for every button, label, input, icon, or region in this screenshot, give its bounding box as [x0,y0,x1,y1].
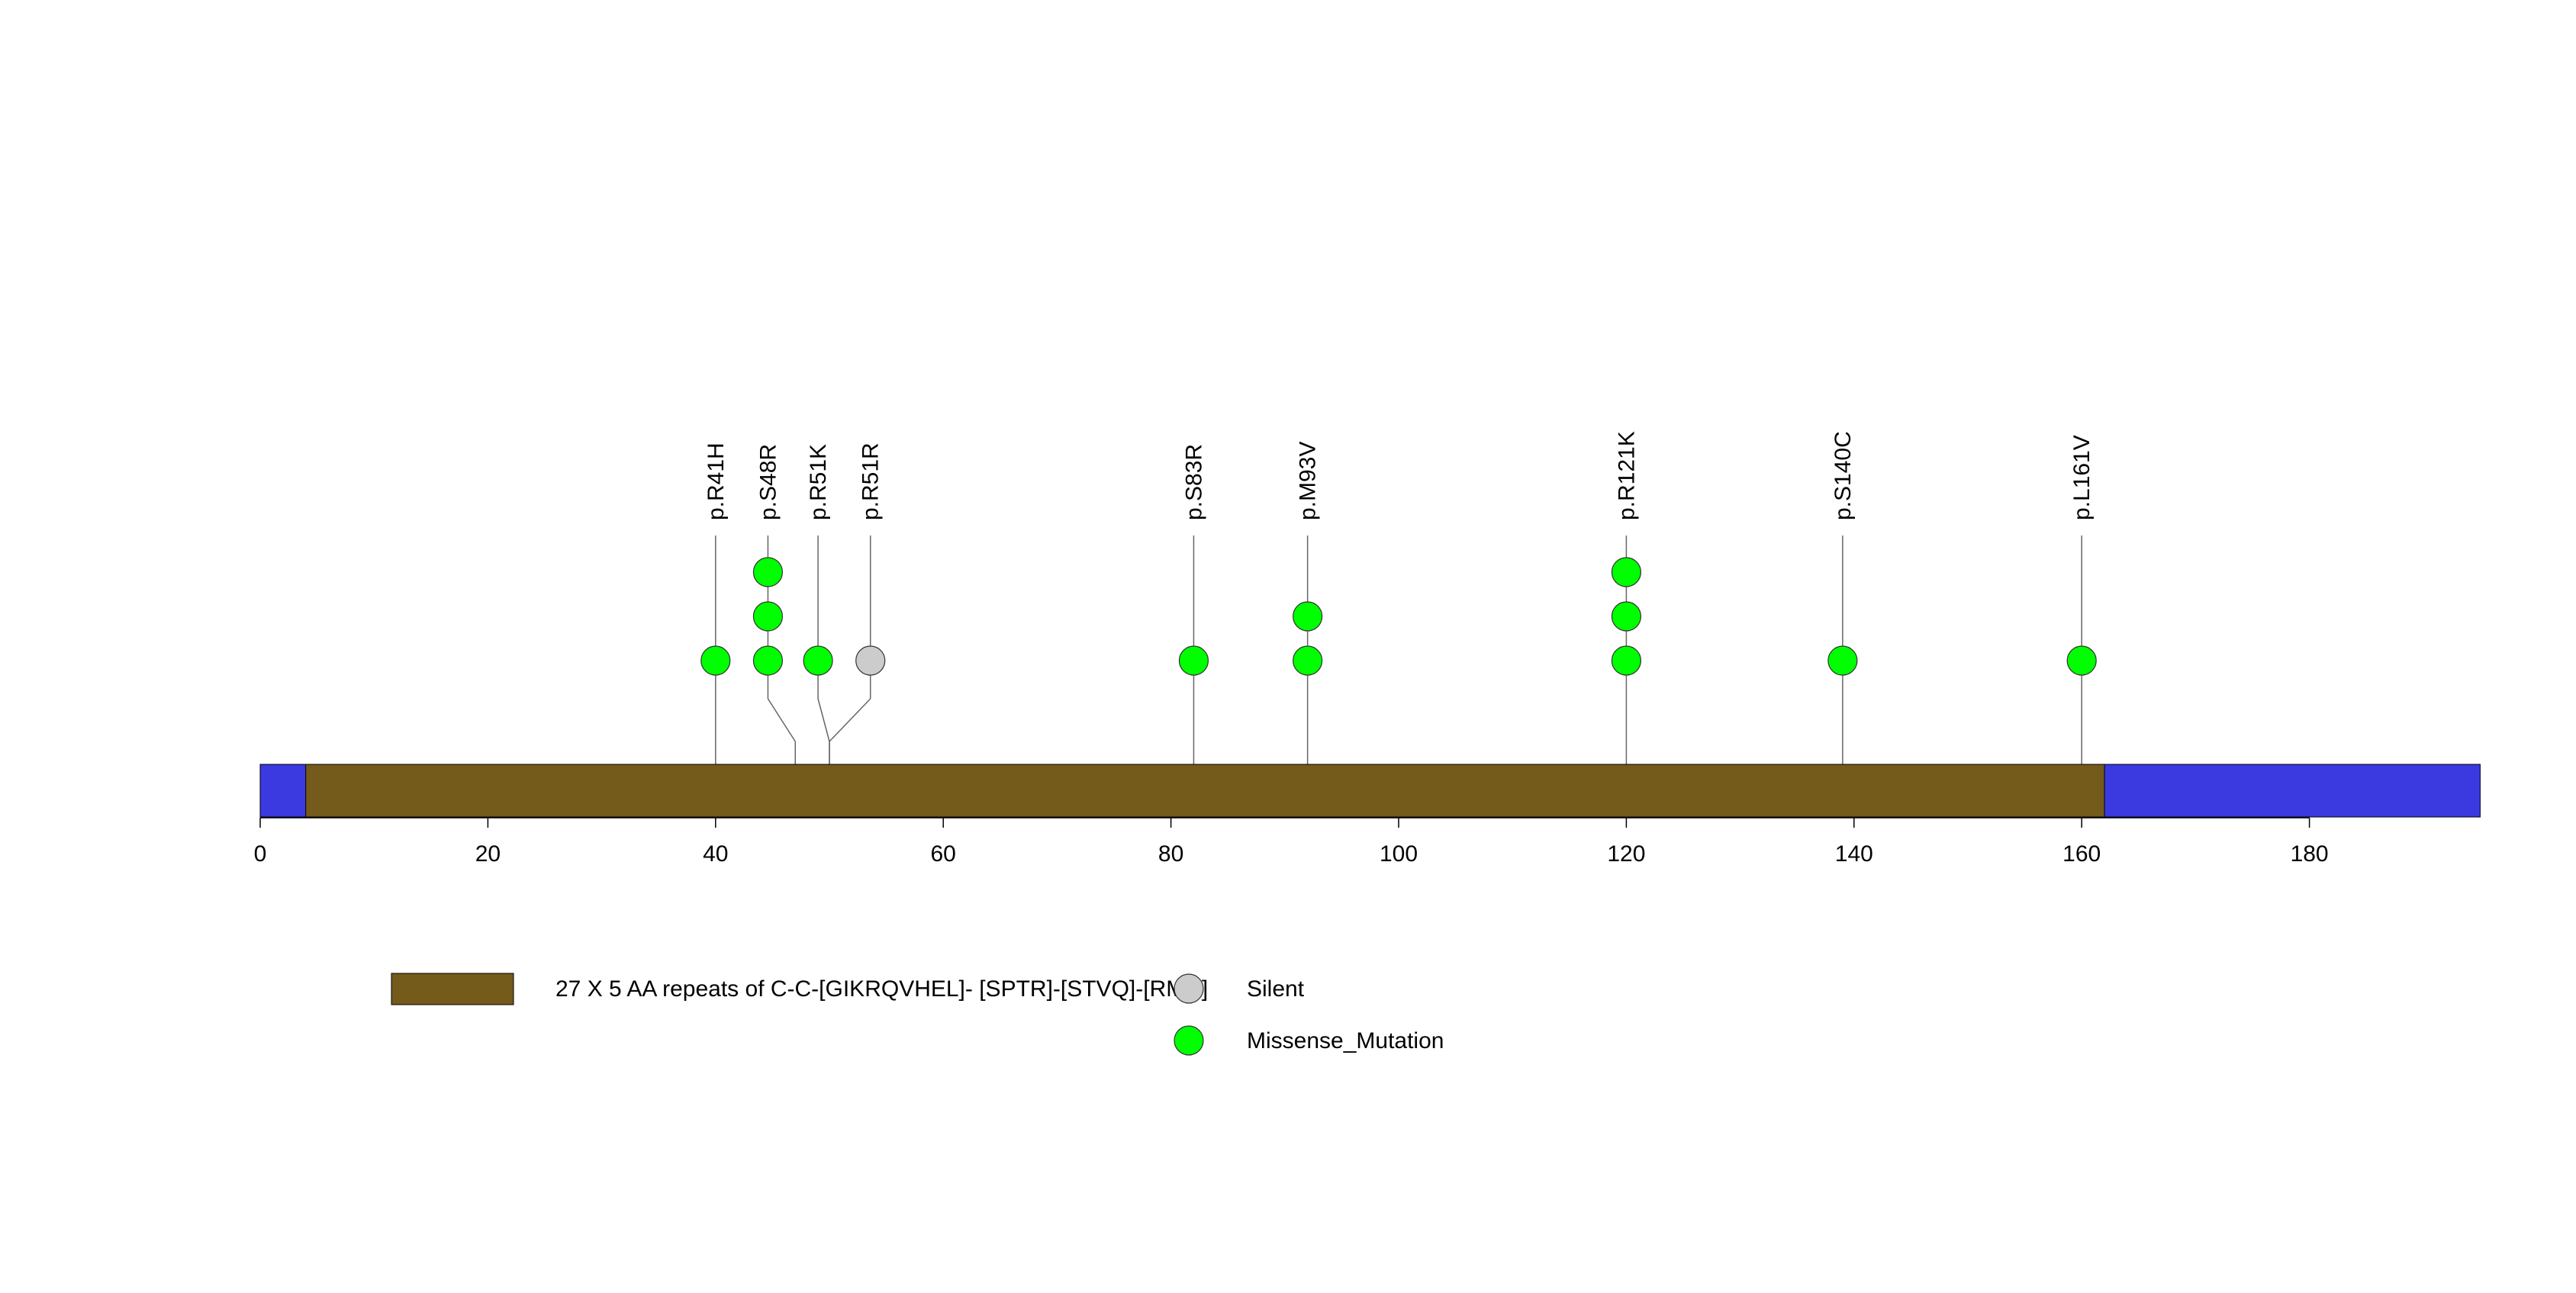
x-tick-label: 60 [931,841,956,867]
mutation-label: p.M93V [1296,442,1321,520]
mutation-label: p.R121K [1614,431,1639,520]
mutation-stem-connector [767,698,796,742]
mutation-labels: p.R41H p.S48R p.R51K p.R51R p.S83R p.M93V p.R1… [704,431,2095,520]
mutation-marker [752,557,784,587]
mutation-markers [700,557,2097,676]
mutation-marker [855,645,886,676]
mutation-marker [752,645,784,676]
mutation-label: p.R51R [858,442,884,520]
mutation-marker [1293,601,1323,632]
x-tick-label: 120 [1607,841,1645,867]
x-tick-label: 0 [254,841,267,867]
x-tick-label: 160 [2062,841,2101,867]
x-tick-label: 20 [475,841,501,867]
mutation-label: p.L161V [2069,435,2095,520]
mutation-marker [700,645,731,676]
mutation-label: p.S83R [1181,444,1206,520]
x-tick-label: 80 [1158,841,1183,867]
mutation-marker [752,601,784,632]
protein-track [259,764,2481,818]
mutation-marker [1611,557,1641,587]
legend-domain-swatch [391,973,514,1005]
mutation-marker [1293,645,1323,676]
x-tick-label: 180 [2291,841,2329,867]
mutation-marker [1178,645,1209,676]
mutation-marker [2066,645,2097,676]
x-tick-label: 140 [1835,841,1873,867]
legend-marker [1174,973,1204,1004]
mutation-marker [803,645,833,676]
mutation-marker [1827,645,1858,676]
mutation-marker [1611,601,1641,632]
domain-region [305,764,2105,818]
legend-type-label: Silent [1247,976,1305,1002]
x-tick-label: 100 [1380,841,1418,867]
mutation-label: p.S48R [755,444,781,520]
mutation-label: p.S140C [1831,431,1856,520]
mutation-stem-connector [829,698,871,742]
x-tick-label: 40 [703,841,728,867]
legend: 27 X 5 AA repeats of C-C-[GIKRQVHEL]- [S… [391,973,1444,1056]
x-axis: 0 20 40 60 80 100 120 140 160 180 [254,817,2329,867]
mutation-label: p.R41H [704,442,729,520]
legend-marker [1174,1025,1204,1056]
legend-domain-label: 27 X 5 AA repeats of C-C-[GIKRQVHEL]- [S… [555,976,1208,1002]
mutation-stem-connector [817,698,830,742]
mutation-label: p.R51K [806,444,831,520]
legend-type-label: Missense_Mutation [1247,1028,1444,1053]
mutation-marker [1611,645,1641,676]
